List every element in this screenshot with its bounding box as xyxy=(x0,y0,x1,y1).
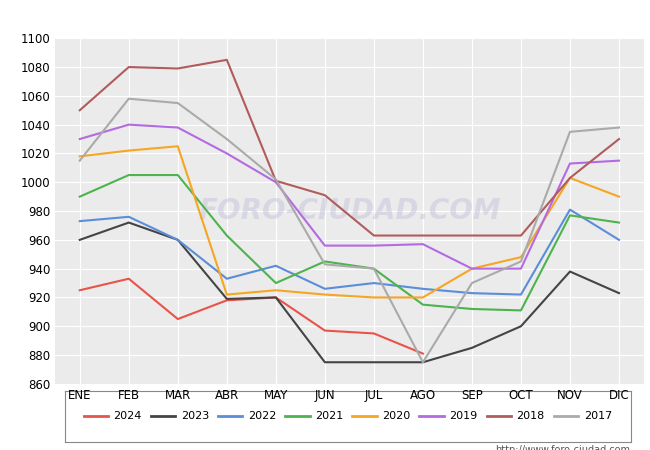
Legend: 2024, 2023, 2022, 2021, 2020, 2019, 2018, 2017: 2024, 2023, 2022, 2021, 2020, 2019, 2018… xyxy=(79,407,616,426)
Text: http://www.foro-ciudad.com: http://www.foro-ciudad.com xyxy=(495,445,630,450)
Text: Afiliados en Periana a 31/8/2024: Afiliados en Periana a 31/8/2024 xyxy=(190,8,460,26)
Text: FORO-CIUDAD.COM: FORO-CIUDAD.COM xyxy=(198,197,500,225)
